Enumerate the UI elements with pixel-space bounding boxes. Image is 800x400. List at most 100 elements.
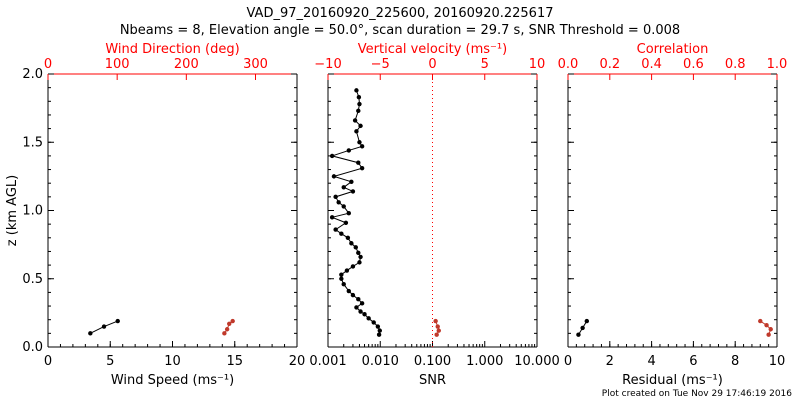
data-point: [339, 231, 344, 236]
data-point: [359, 301, 365, 306]
x-tick-label: 0.001: [309, 354, 346, 369]
x-tick-label: 5: [106, 354, 114, 369]
data-point: [350, 292, 356, 298]
data-point: [345, 235, 351, 240]
top-x-tick-label: 0.2: [599, 57, 620, 72]
data-point: [354, 129, 359, 134]
x-tick-label: 0: [564, 354, 572, 369]
data-point: [359, 144, 365, 149]
panel-wind: 0.0 0.5 1.0 1.5 2.0 z (km AGL) 0 5 10 15 20 Wind Sp…: [5, 42, 305, 388]
x-tick-label: 0.010: [362, 354, 399, 369]
data-point: [357, 260, 362, 265]
top-x-tick-label: 1.0: [767, 57, 788, 72]
footer-timestamp: Plot created on Tue Nov 29 17:46:19 2016: [602, 389, 792, 399]
x-tick-label: 10: [769, 354, 786, 369]
top-x-axis-label: Correlation: [637, 42, 709, 57]
data-point: [333, 194, 338, 200]
data-point: [352, 118, 358, 123]
data-point: [329, 153, 335, 159]
top-x-tick-label: 5: [481, 57, 489, 72]
series-line-secondary: [760, 320, 772, 335]
data-point: [349, 179, 354, 185]
data-point: [350, 264, 356, 269]
data-point: [356, 108, 361, 114]
x-tick-label: 6: [689, 354, 697, 369]
data-point: [766, 332, 771, 337]
data-point: [101, 324, 107, 329]
data-point: [434, 332, 439, 337]
data-point: [339, 272, 344, 277]
x-tick-label: 10.000: [514, 354, 560, 369]
title-line-2: Nbeams = 8, Elevation angle = 50.0°, sca…: [120, 23, 680, 38]
data-point: [359, 165, 365, 171]
x-tick-label: 10: [164, 354, 181, 369]
top-x-tick-label: 200: [174, 57, 199, 72]
title-line-1: VAD_97_20160920_225600, 20160920.225617: [247, 6, 554, 21]
data-point: [329, 215, 335, 220]
top-x-tick-label: 10: [529, 57, 546, 72]
top-x-tick-label: 0.4: [641, 57, 662, 72]
data-point: [576, 332, 581, 337]
data-point: [336, 200, 341, 205]
top-x-tick-label: 0.8: [725, 57, 746, 72]
y-axis-label: z (km AGL): [5, 175, 20, 246]
data-point: [356, 250, 361, 256]
data-point: [230, 318, 235, 324]
data-point: [341, 282, 346, 287]
x-tick-label: 8: [731, 354, 739, 369]
top-x-tick-label: −5: [371, 57, 390, 72]
data-point: [764, 322, 769, 328]
x-tick-label: 4: [647, 354, 655, 369]
data-point: [339, 276, 344, 281]
data-point: [346, 288, 351, 294]
x-tick-label: 0.100: [414, 354, 451, 369]
x-tick-label: 0: [44, 354, 52, 369]
series-line-primary: [330, 90, 381, 335]
data-point: [341, 185, 346, 190]
data-point: [356, 297, 361, 302]
top-x-tick-label: −10: [314, 57, 341, 72]
data-point: [224, 327, 230, 332]
top-x-axis-label: Wind Direction (deg): [105, 42, 239, 57]
data-point: [371, 320, 376, 325]
x-axis-label: Residual (ms⁻¹): [622, 373, 723, 388]
panel-residual: 0 2 4 6 8 10 Residual (ms⁻¹) 0.0 0.2 0.4 0.6 0.8 1.0…: [558, 42, 788, 388]
data-point: [357, 140, 362, 145]
top-x-tick-label: 0: [44, 57, 52, 72]
panel-snr: 0.001 0.010 0.100 1.000 10.000 SNR −10 −5 0 5 10 Ve…: [309, 42, 559, 388]
data-point: [331, 174, 337, 179]
top-x-tick-label: 0.6: [683, 57, 704, 72]
data-point: [354, 88, 359, 93]
data-point: [376, 332, 382, 337]
x-tick-label: 1.000: [466, 354, 503, 369]
data-point: [580, 325, 585, 331]
data-point: [350, 189, 356, 194]
data-point: [333, 227, 338, 232]
data-point: [356, 95, 362, 100]
series-line-secondary: [223, 320, 233, 334]
data-point: [358, 254, 363, 260]
data-point: [222, 331, 227, 336]
data-point: [353, 245, 358, 250]
top-x-axis-label: Vertical velocity (ms⁻¹): [358, 42, 507, 57]
data-point: [366, 316, 371, 321]
data-point: [377, 328, 382, 333]
top-x-tick-label: 100: [105, 57, 130, 72]
data-point: [357, 101, 362, 107]
y-tick-label: 1.0: [22, 204, 43, 219]
data-point: [346, 148, 351, 153]
x-tick-label: 20: [289, 354, 306, 369]
data-point: [343, 220, 349, 225]
data-point: [435, 324, 440, 329]
y-tick-label: 1.5: [22, 135, 43, 150]
data-point: [358, 123, 363, 129]
data-point: [758, 318, 763, 324]
data-point: [362, 312, 367, 317]
data-point: [349, 241, 354, 246]
data-point: [768, 327, 773, 332]
data-point: [433, 318, 438, 324]
x-tick-label: 15: [226, 354, 243, 369]
top-x-tick-label: 0: [428, 57, 436, 72]
